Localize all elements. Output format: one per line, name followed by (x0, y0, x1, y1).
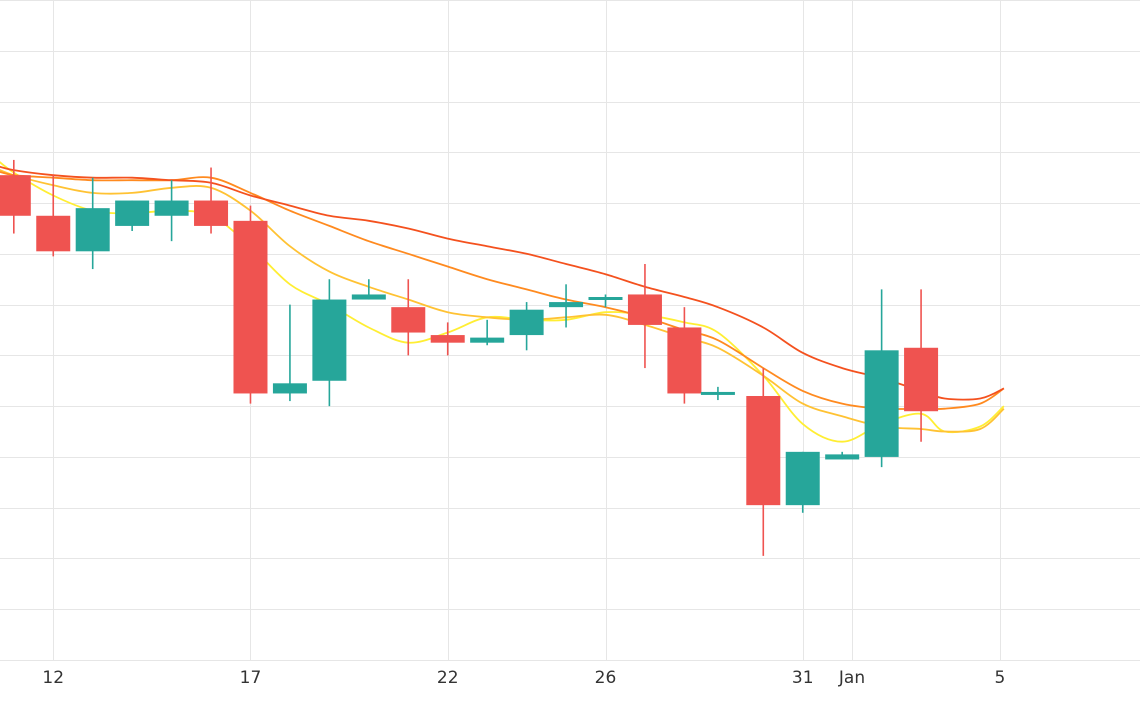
candle-body (700, 391, 735, 395)
candle-body (0, 175, 31, 216)
candle-body (75, 208, 110, 252)
candle-up (154, 180, 189, 242)
candle-body (588, 297, 623, 300)
candle-down (904, 289, 939, 442)
moving-average-line-3 (0, 171, 1005, 410)
grid (0, 0, 1140, 661)
candle-down (36, 175, 71, 257)
candle-down (194, 167, 229, 234)
candle-up (312, 279, 347, 407)
x-tick-label: 26 (595, 668, 617, 688)
x-axis-tick-labels: 12 17 22 26 31 Jan 5 (42, 668, 1005, 688)
candle-body (470, 337, 505, 343)
candle-up (785, 451, 820, 513)
candle-body (430, 335, 465, 343)
candle-up (588, 294, 623, 308)
candle-body (509, 309, 544, 336)
candle-body (667, 327, 702, 394)
candle-up (864, 289, 899, 468)
candle-body (864, 350, 899, 457)
candle-down (233, 205, 268, 404)
candle-up (509, 302, 544, 351)
candle-body (904, 347, 939, 412)
candle-body (154, 200, 189, 216)
x-tick-label: 31 (792, 668, 814, 688)
x-tick-label: 5 (995, 668, 1006, 688)
candle-body (312, 299, 347, 381)
candle-body (785, 451, 820, 506)
candle-up (351, 279, 386, 300)
candle-down (627, 264, 662, 369)
moving-average-line-4 (0, 165, 1005, 401)
candle-body (391, 307, 426, 333)
candle-body (825, 454, 860, 460)
x-tick-label: Jan (838, 668, 865, 688)
candle-up (115, 200, 150, 231)
candle-up (825, 451, 860, 460)
moving-average-line-2 (0, 169, 1005, 433)
x-tick-label: 12 (42, 668, 64, 688)
moving-average-lines (0, 161, 1005, 443)
candle-down (0, 159, 31, 234)
candle-body (627, 294, 662, 325)
candle-down (746, 368, 781, 556)
candle-up (470, 319, 505, 346)
candle-body (351, 294, 386, 300)
candle-body (272, 383, 307, 394)
x-tick-label: 17 (240, 668, 262, 688)
candle-body (746, 396, 781, 506)
candle-body (115, 200, 150, 226)
candle-up (700, 386, 735, 401)
candle-up (75, 177, 110, 270)
candle-down (667, 307, 702, 404)
x-tick-label: 22 (437, 668, 459, 688)
candle-body (194, 200, 229, 226)
candle-body (549, 302, 584, 308)
candles (0, 159, 939, 556)
candle-body (36, 215, 71, 252)
candle-down (391, 279, 426, 356)
candle-up (549, 284, 584, 328)
candle-down (430, 322, 465, 356)
candle-body (233, 220, 268, 394)
moving-average-line-1 (0, 161, 1005, 443)
candle-up (272, 304, 307, 402)
